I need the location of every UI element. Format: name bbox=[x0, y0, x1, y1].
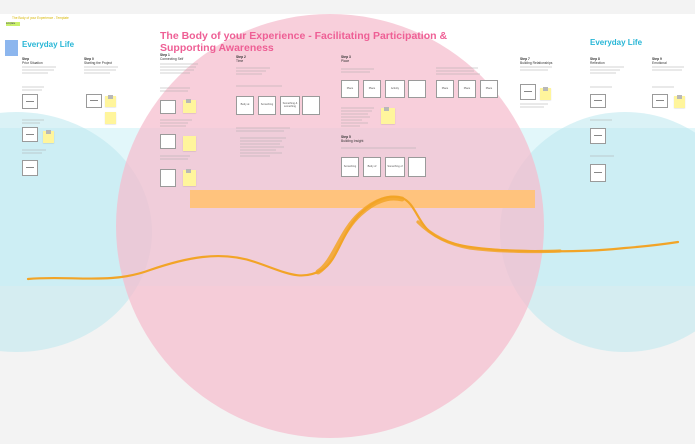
template-card[interactable] bbox=[160, 134, 176, 149]
step-label: Step 0 bbox=[84, 57, 94, 61]
template-card[interactable] bbox=[590, 128, 606, 144]
pin-icon bbox=[46, 130, 51, 134]
step-heading: Step Prior Situation bbox=[22, 57, 43, 65]
step-label: Step 2 bbox=[236, 55, 246, 59]
pin-icon bbox=[186, 169, 191, 173]
template-card[interactable]: Place bbox=[480, 80, 498, 98]
template-tag[interactable]: template bbox=[6, 22, 20, 26]
template-card[interactable] bbox=[22, 160, 38, 176]
step-heading: Step 8 Reflection bbox=[590, 57, 605, 65]
template-card[interactable]: Body of bbox=[363, 157, 381, 177]
step-name: Connecting Self bbox=[160, 57, 184, 61]
sticky-note[interactable] bbox=[105, 95, 116, 107]
step-label: Step 5 bbox=[341, 135, 351, 139]
template-card[interactable] bbox=[160, 100, 176, 114]
step-label: Step 3 bbox=[341, 55, 351, 59]
pin-icon bbox=[186, 99, 191, 103]
sticky-note[interactable] bbox=[674, 95, 685, 108]
step-name: Reflection bbox=[590, 61, 605, 65]
template-card[interactable] bbox=[408, 157, 426, 177]
pin-icon bbox=[677, 95, 682, 99]
pin-icon bbox=[108, 95, 113, 99]
step-name: Time bbox=[236, 59, 244, 63]
template-card[interactable]: Something bbox=[258, 96, 276, 115]
template-card[interactable] bbox=[160, 169, 176, 187]
step-label: Step 8 bbox=[590, 57, 600, 61]
template-card[interactable] bbox=[302, 96, 320, 115]
step-name: Building Relationships bbox=[520, 61, 553, 65]
step-name: Starting the Project bbox=[84, 61, 113, 65]
step-name: Building Insight bbox=[341, 139, 364, 143]
left-section-title: Everyday Life bbox=[22, 40, 75, 49]
step-heading: Step 2 Time bbox=[236, 55, 246, 63]
sticky-note[interactable] bbox=[183, 169, 196, 186]
template-link[interactable]: The Body of your Experience - Template bbox=[12, 16, 69, 20]
board-title: The Body of your Experience - Facilitati… bbox=[160, 30, 448, 54]
step-name: Emotional bbox=[652, 61, 667, 65]
pin-icon bbox=[543, 87, 548, 91]
step-name: Prior Situation bbox=[22, 61, 43, 65]
step-label: Step 7 bbox=[520, 57, 530, 61]
template-card[interactable]: Place bbox=[436, 80, 454, 98]
template-card[interactable] bbox=[590, 94, 606, 108]
step-label: Step 9 bbox=[652, 57, 662, 61]
template-card[interactable]: Place bbox=[363, 80, 381, 98]
template-card[interactable] bbox=[520, 84, 536, 100]
template-card[interactable]: Activity bbox=[385, 80, 405, 98]
template-card[interactable]: Place bbox=[458, 80, 476, 98]
right-section-title: Everyday Life bbox=[590, 38, 643, 47]
blue-card[interactable] bbox=[5, 40, 18, 56]
template-card[interactable]: Body at bbox=[236, 96, 254, 115]
step-heading: Step 3 Place bbox=[341, 55, 351, 63]
step-label: Step bbox=[22, 57, 30, 61]
template-card[interactable] bbox=[22, 94, 38, 109]
sticky-note[interactable] bbox=[540, 87, 551, 100]
step-heading: Step 9 Emotional bbox=[652, 57, 667, 65]
template-card[interactable]: Something bbox=[341, 157, 359, 177]
template-card[interactable]: Place bbox=[341, 80, 359, 98]
template-card[interactable]: Something of bbox=[385, 157, 405, 177]
orange-bar-shape[interactable] bbox=[190, 190, 535, 208]
step-heading: Step 1 Connecting Self bbox=[160, 53, 183, 61]
template-card[interactable] bbox=[652, 94, 668, 108]
template-card[interactable] bbox=[86, 94, 102, 108]
step-heading: Step 7 Building Relationships bbox=[520, 57, 552, 65]
template-card[interactable]: Something & something bbox=[280, 96, 300, 115]
sticky-note[interactable] bbox=[381, 107, 395, 124]
sticky-note[interactable] bbox=[43, 130, 54, 143]
template-card[interactable] bbox=[590, 164, 606, 182]
step-name: Place bbox=[341, 59, 350, 63]
step-label: Step 1 bbox=[160, 53, 170, 57]
template-card[interactable] bbox=[22, 127, 38, 142]
sticky-note[interactable] bbox=[183, 136, 196, 151]
step-heading: Step 0 Starting the Project bbox=[84, 57, 112, 65]
template-card[interactable] bbox=[408, 80, 426, 98]
pin-icon bbox=[384, 107, 389, 111]
sticky-note[interactable] bbox=[183, 99, 196, 113]
step-heading: Step 5 Building Insight bbox=[341, 135, 363, 143]
sticky-note[interactable] bbox=[105, 112, 116, 124]
